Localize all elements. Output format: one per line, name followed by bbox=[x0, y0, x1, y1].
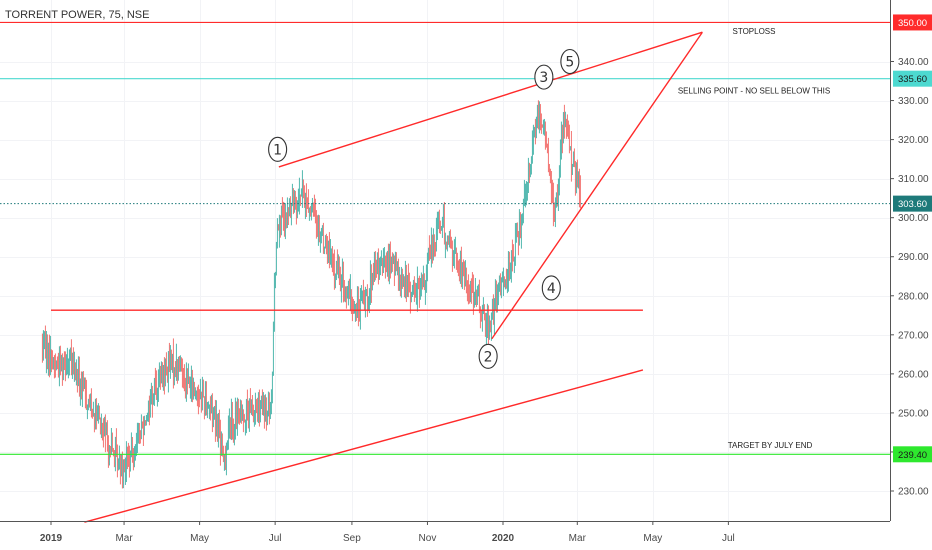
horizontal-levels bbox=[0, 21, 890, 455]
x-axis[interactable]: 2019 Mar May Jul Sep Nov 2020 Mar May Jul bbox=[40, 521, 735, 544]
wave-number: 1 bbox=[273, 142, 282, 158]
trend-line-lower-channel[interactable] bbox=[84, 369, 644, 523]
annotation-text: TARGET BY JULY END bbox=[728, 441, 813, 450]
price-tag-box bbox=[893, 14, 932, 31]
y-tick-label: 290.00 bbox=[898, 252, 929, 263]
wave-number: 5 bbox=[565, 55, 574, 71]
price-tag-label: 335.60 bbox=[898, 74, 927, 85]
y-tick-label: 320.00 bbox=[898, 135, 929, 146]
x-tick-label: Mar bbox=[115, 533, 133, 544]
wave-label-2[interactable]: 2 bbox=[478, 343, 498, 369]
y-tick-label: 230.00 bbox=[898, 487, 929, 498]
x-tick-label: 2020 bbox=[492, 533, 515, 544]
plot-background bbox=[0, 0, 890, 521]
x-tick-label: Mar bbox=[569, 533, 587, 544]
wave-label-3[interactable]: 3 bbox=[534, 64, 554, 90]
wave-circle bbox=[560, 48, 580, 75]
wave-circle bbox=[534, 64, 554, 90]
price-tag-box bbox=[893, 70, 932, 87]
candles bbox=[41, 100, 581, 489]
price-tag: 239.40 bbox=[893, 446, 932, 463]
chart-title: TORRENT POWER, 75, NSE bbox=[5, 9, 149, 21]
y-tick-label: 300.00 bbox=[898, 213, 929, 224]
y-tick-label: 280.00 bbox=[898, 291, 929, 302]
trend-line-upper-wedge[interactable] bbox=[278, 31, 703, 168]
wave-circle bbox=[478, 343, 498, 369]
x-tick-label: Jul bbox=[722, 533, 735, 544]
y-tick-label: 250.00 bbox=[898, 408, 929, 419]
wave-label-4[interactable]: 4 bbox=[541, 275, 561, 301]
price-tag-label: 303.60 bbox=[898, 199, 927, 210]
x-tick-label: May bbox=[190, 533, 209, 544]
y-tick-label: 270.00 bbox=[898, 330, 929, 341]
wave-number: 2 bbox=[484, 349, 493, 365]
annotation-text: STOPLOSS bbox=[733, 27, 776, 36]
x-tick-label: 2019 bbox=[40, 533, 63, 544]
price-tag: 335.60 bbox=[893, 70, 932, 87]
y-tick-label: 330.00 bbox=[898, 96, 929, 107]
wave-label-1[interactable]: 1 bbox=[268, 136, 288, 162]
annotations: STOPLOSS SELLING POINT - NO SELL BELOW TH… bbox=[678, 27, 830, 450]
wave-labels: 1 2 3 4 5 bbox=[268, 48, 580, 369]
x-tick-label: May bbox=[643, 533, 662, 544]
price-tag-label: 239.40 bbox=[898, 450, 927, 461]
trend-line-lower-wedge[interactable] bbox=[491, 31, 703, 340]
wave-circle bbox=[268, 136, 288, 162]
price-tag-box bbox=[893, 446, 932, 463]
wave-circle bbox=[541, 275, 561, 301]
price-tag-label: 350.00 bbox=[898, 18, 927, 29]
price-tag: 303.60 bbox=[893, 195, 932, 212]
y-axis[interactable]: 230.00240.00250.00260.00270.00280.00290.… bbox=[890, 57, 929, 498]
y-tick-label: 340.00 bbox=[898, 57, 929, 68]
wave-label-5[interactable]: 5 bbox=[560, 48, 580, 75]
x-tick-label: Jul bbox=[269, 533, 282, 544]
annotation-text: SELLING POINT - NO SELL BELOW THIS bbox=[678, 86, 830, 95]
trend-lines bbox=[51, 31, 703, 523]
x-tick-label: Nov bbox=[419, 533, 437, 544]
y-tick-label: 260.00 bbox=[898, 369, 929, 380]
y-tick-label: 310.00 bbox=[898, 174, 929, 185]
wave-number: 3 bbox=[539, 70, 548, 86]
price-tags: 350.00 335.60 303.60 239.40 bbox=[893, 14, 932, 463]
wave-number: 4 bbox=[547, 281, 556, 297]
x-tick-label: Sep bbox=[343, 533, 361, 544]
price-tag-box bbox=[893, 195, 932, 212]
price-tag: 350.00 bbox=[893, 14, 932, 31]
